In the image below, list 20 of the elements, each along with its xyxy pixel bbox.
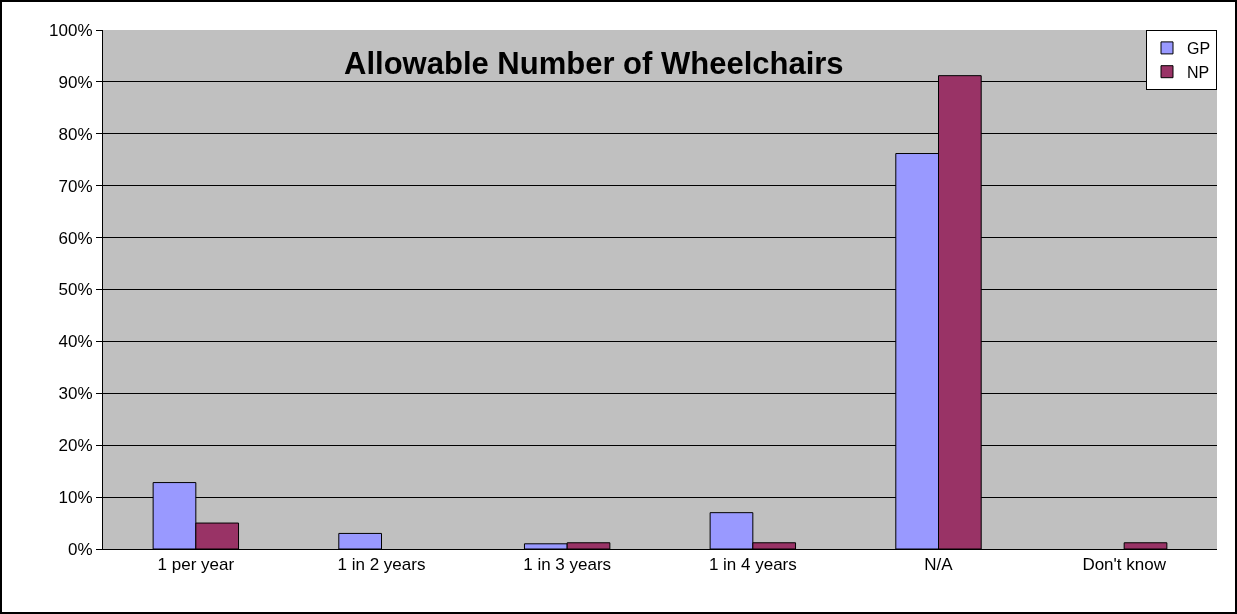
legend-label: NP	[1187, 63, 1210, 81]
x-tick-label: N/A	[924, 555, 954, 575]
y-tick-label: 90%	[58, 72, 93, 92]
y-tick-label: 0%	[68, 539, 93, 559]
y-tick-label: 80%	[58, 124, 93, 144]
x-tick-label: 1 per year	[157, 555, 235, 575]
y-tick-label: 100%	[49, 20, 93, 40]
legend-label: GP	[1187, 40, 1211, 58]
y-tick-label: 10%	[58, 488, 93, 508]
x-tick-label: 1 in 4 years	[708, 555, 797, 575]
x-tick-label: 1 in 3 years	[523, 555, 612, 575]
y-tick-label: 60%	[58, 228, 93, 248]
y-tick-label: 50%	[58, 280, 93, 300]
y-tick-label: 20%	[58, 436, 93, 456]
y-tick-label: 40%	[58, 332, 93, 352]
text: Allowable Number of Wheelchairs	[344, 45, 844, 81]
x-tick-label: 1 in 2 years	[337, 555, 426, 575]
y-tick-label: 30%	[58, 384, 93, 404]
x-tick-label: Don't know	[1082, 555, 1167, 575]
y-tick-label: 70%	[58, 176, 93, 196]
